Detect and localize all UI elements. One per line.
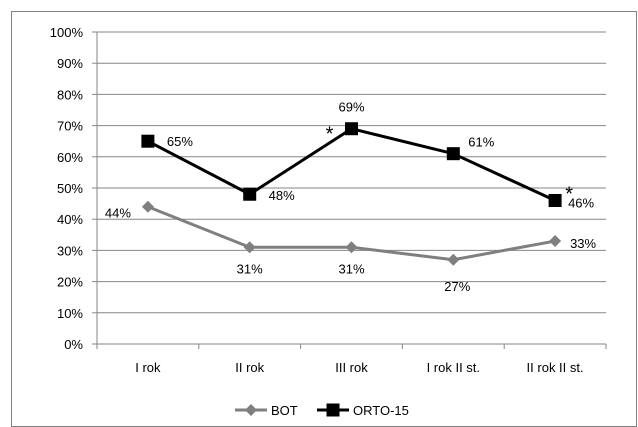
x-tick-label: III rok <box>335 360 368 375</box>
y-tick-label: 50% <box>57 181 83 196</box>
data-point-diamond <box>345 241 358 254</box>
legend-label: BOT <box>271 403 298 418</box>
axes <box>96 32 606 345</box>
data-point-square <box>326 403 340 417</box>
series-layer <box>141 122 562 266</box>
data-point-diamond <box>243 241 256 254</box>
data-point-square <box>548 193 562 207</box>
data-label: 46% <box>568 195 594 210</box>
x-axis-ticks: I rok II rok III rok I rok II st. II rok II … <box>96 344 607 375</box>
y-tick-label: 80% <box>57 87 83 102</box>
legend: BOT ORTO-15 <box>235 403 409 418</box>
data-label: 48% <box>269 188 295 203</box>
x-tick-label: I rok II st. <box>427 360 480 375</box>
data-labels: 44% 31% 31% 27% 33% 65% 48% 69% 61% 46% <box>105 100 597 294</box>
data-label: 31% <box>338 261 364 276</box>
annotations: ** <box>326 124 574 206</box>
y-tick-label: 20% <box>57 275 83 290</box>
data-label: 31% <box>237 261 263 276</box>
data-label: 44% <box>105 206 131 221</box>
y-axis-ticks: 0% 10% 20% 30% 40% 50% 60% 70% 80% 90% 100% <box>50 25 97 352</box>
y-tick-label: 10% <box>57 306 83 321</box>
data-label: 65% <box>167 134 193 149</box>
x-tick-label: II rok <box>235 360 264 375</box>
data-point-diamond <box>549 235 562 248</box>
annotation-asterisk: * <box>326 124 334 146</box>
y-tick-label: 0% <box>64 337 83 352</box>
data-point-square <box>141 134 155 148</box>
data-point-square <box>345 122 358 136</box>
data-point-diamond <box>447 253 460 266</box>
y-tick-label: 40% <box>57 212 83 227</box>
gridlines <box>97 31 606 314</box>
y-tick-label: 70% <box>57 119 83 134</box>
y-tick-label: 100% <box>50 25 84 40</box>
y-tick-label: 30% <box>57 243 83 258</box>
y-tick-label: 90% <box>57 56 83 71</box>
data-point-square <box>243 187 257 201</box>
data-point-diamond <box>245 404 257 416</box>
data-point-diamond <box>141 200 154 213</box>
data-label: 61% <box>468 135 494 150</box>
legend-label: ORTO-15 <box>353 403 409 418</box>
x-tick-label: I rok <box>135 360 161 375</box>
data-label: 69% <box>338 100 364 115</box>
y-tick-label: 60% <box>57 150 83 165</box>
annotation-asterisk: * <box>565 183 573 205</box>
data-label: 33% <box>570 236 596 251</box>
x-tick-label: II rok II st. <box>527 360 584 375</box>
data-point-square <box>446 147 460 161</box>
data-label: 27% <box>444 279 470 294</box>
